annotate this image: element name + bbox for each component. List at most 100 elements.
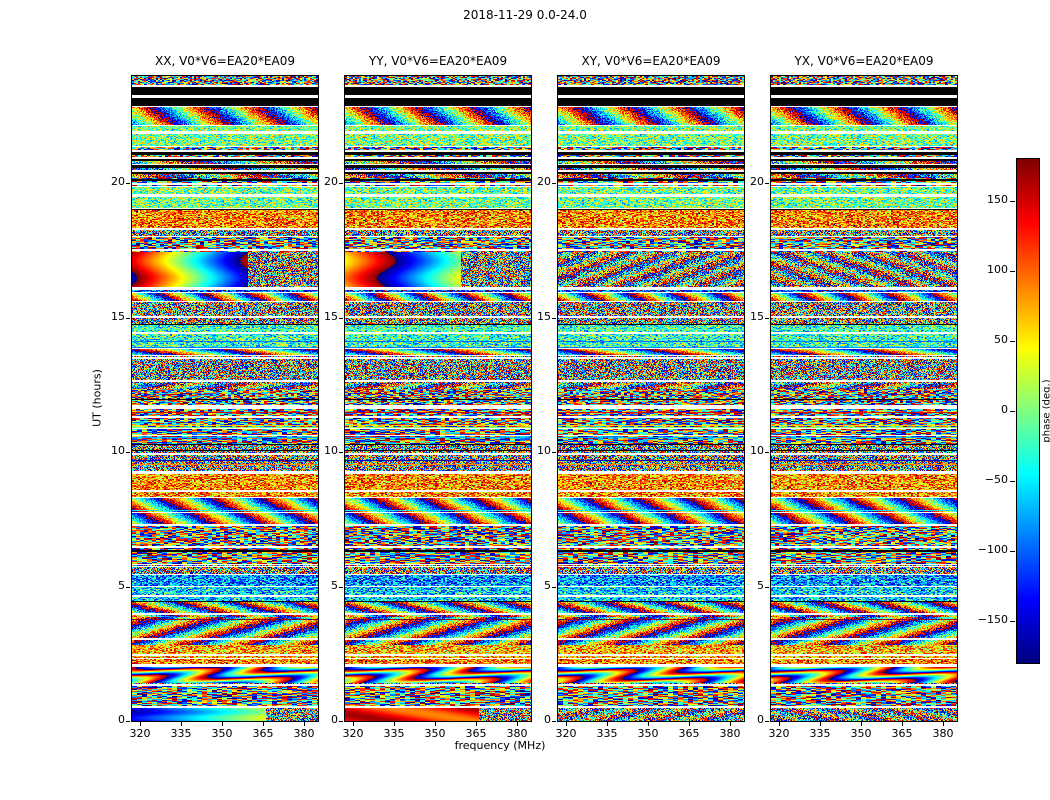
x-tick	[648, 722, 649, 726]
y-tick-label: 10	[537, 444, 551, 457]
y-tick-label: 0	[118, 713, 125, 726]
colorbar-tick	[1010, 551, 1015, 552]
colorbar-tick	[1010, 341, 1015, 342]
y-tick	[552, 318, 556, 319]
colorbar-tick-label: 150	[987, 193, 1008, 206]
y-tick	[126, 587, 130, 588]
y-tick-label: 15	[750, 310, 764, 323]
x-tick-label: 350	[850, 727, 872, 740]
x-tick	[476, 722, 477, 726]
y-tick	[765, 452, 769, 453]
y-tick	[339, 318, 343, 319]
x-tick-label: 335	[170, 727, 192, 740]
y-tick	[339, 452, 343, 453]
x-tick-label: 350	[424, 727, 446, 740]
colorbar-tick-label: 100	[987, 263, 1008, 276]
x-tick-label: 380	[293, 727, 315, 740]
y-tick-label: 20	[750, 175, 764, 188]
panel-xy: XY, V0*V6=EA20*EA09 320 335 350 365 380 0 5 10 1…	[537, 54, 745, 740]
y-tick-label: 5	[544, 579, 551, 592]
x-axis-label: frequency (MHz)	[454, 739, 546, 752]
y-tick	[552, 721, 556, 722]
y-tick-label: 20	[111, 175, 125, 188]
y-tick-label: 5	[331, 579, 338, 592]
x-tick	[607, 722, 608, 726]
x-tick	[943, 722, 944, 726]
y-tick-label: 10	[324, 444, 338, 457]
panel-title-xy: XY, V0*V6=EA20*EA09	[581, 54, 721, 68]
colorbar-label: phase (deg.)	[1041, 379, 1050, 443]
panel-title-xx: XX, V0*V6=EA20*EA09	[155, 54, 295, 68]
colorbar-tick-label: −150	[977, 613, 1008, 626]
y-tick-label: 20	[324, 175, 338, 188]
x-tick-label: 335	[596, 727, 618, 740]
x-tick	[140, 722, 141, 726]
x-tick	[304, 722, 305, 726]
y-tick-label: 0	[544, 713, 551, 726]
colorbar-tick	[1010, 411, 1015, 412]
y-tick-label: 15	[111, 310, 125, 323]
phase-heatmap-yy	[344, 75, 532, 722]
x-tick	[517, 722, 518, 726]
colorbar: phase (deg.) 150 100 50 0 −50 −100 −150	[978, 158, 1050, 664]
x-tick-label: 335	[383, 727, 405, 740]
x-tick	[222, 722, 223, 726]
x-tick-label: 320	[129, 727, 151, 740]
x-tick	[353, 722, 354, 726]
y-tick-label: 15	[324, 310, 338, 323]
panel-yy: YY, V0*V6=EA20*EA09 320 335 350 365 380 0 5 10 1…	[324, 54, 532, 740]
phase-heatmap-yx	[770, 75, 958, 722]
x-tick-label: 365	[678, 727, 700, 740]
y-tick	[339, 183, 343, 184]
x-tick-label: 350	[637, 727, 659, 740]
x-tick	[689, 722, 690, 726]
y-tick-label: 0	[331, 713, 338, 726]
y-tick	[765, 721, 769, 722]
y-tick-label: 0	[757, 713, 764, 726]
colorbar-tick-label: −50	[984, 473, 1008, 486]
y-tick	[552, 587, 556, 588]
y-tick	[339, 587, 343, 588]
y-tick	[126, 721, 130, 722]
x-tick-label: 350	[211, 727, 233, 740]
x-tick	[263, 722, 264, 726]
y-tick	[765, 183, 769, 184]
x-tick	[435, 722, 436, 726]
y-tick-label: 5	[118, 579, 125, 592]
colorbar-tick	[1010, 481, 1015, 482]
y-axis-label: UT (hours)	[90, 369, 104, 427]
x-tick-label: 380	[719, 727, 741, 740]
x-tick-label: 320	[342, 727, 364, 740]
x-tick	[394, 722, 395, 726]
x-tick	[820, 722, 821, 726]
y-tick-label: 5	[757, 579, 764, 592]
y-tick	[126, 318, 130, 319]
phase-heatmap-xx	[131, 75, 319, 722]
y-tick	[552, 183, 556, 184]
x-tick	[181, 722, 182, 726]
colorbar-tick-label: 50	[994, 333, 1008, 346]
x-tick-label: 320	[555, 727, 577, 740]
x-tick	[861, 722, 862, 726]
x-tick-label: 380	[932, 727, 954, 740]
colorbar-tick	[1010, 271, 1015, 272]
panel-title-yx: YX, V0*V6=EA20*EA09	[794, 54, 934, 68]
colorbar-tick	[1010, 621, 1015, 622]
x-tick-label: 380	[506, 727, 528, 740]
x-tick-label: 365	[252, 727, 274, 740]
colorbar-canvas	[1016, 158, 1040, 664]
y-tick	[126, 452, 130, 453]
y-tick	[552, 452, 556, 453]
y-tick-label: 10	[111, 444, 125, 457]
y-tick-label: 15	[537, 310, 551, 323]
colorbar-tick-label: 0	[1001, 403, 1008, 416]
x-tick-label: 335	[809, 727, 831, 740]
x-tick	[730, 722, 731, 726]
y-tick-label: 10	[750, 444, 764, 457]
panel-xx: XX, V0*V6=EA20*EA09 320 335 350 365 380 0 5 10 1…	[111, 54, 319, 740]
panel-yx: YX, V0*V6=EA20*EA09 320 335 350 365 380 0 5 10 1…	[750, 54, 958, 740]
y-tick	[126, 183, 130, 184]
x-tick-label: 365	[891, 727, 913, 740]
y-tick	[339, 721, 343, 722]
